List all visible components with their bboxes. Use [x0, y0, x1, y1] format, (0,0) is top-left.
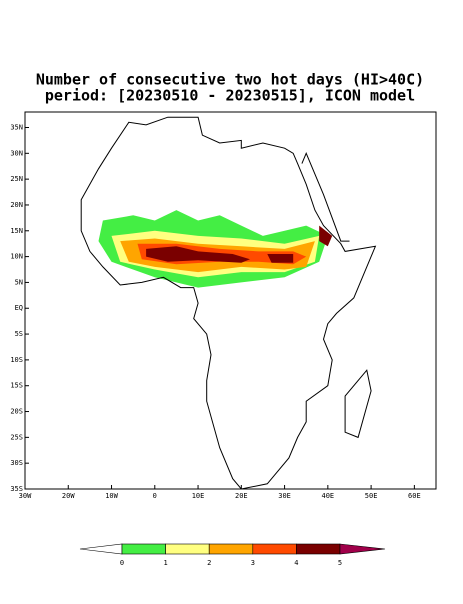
colorbar-box: [208, 543, 254, 555]
y-tick-label: 35N: [10, 123, 23, 131]
y-tick-label: 15S: [10, 382, 23, 390]
map-area: 35N 30N 25N 20N 15N 10N 5N EQ 5S 10S 15S 20S 25S 30S 3…: [10, 111, 437, 500]
hot-day-area: [146, 246, 250, 263]
y-tick-label: EQ: [15, 304, 23, 312]
colorbar-box: [165, 543, 210, 555]
title-line-1: Number of consecutive two hot days (HI>4…: [36, 71, 424, 89]
colorbar-high: [339, 543, 386, 555]
y-tick-label: 30S: [10, 459, 23, 467]
title-line-2: period: [20230510 - 20230515], ICON mode…: [45, 87, 415, 105]
colorbar-box: [121, 543, 166, 555]
x-tick-label: 40E: [322, 492, 335, 500]
y-tick-label: 25N: [10, 175, 23, 183]
y-tick-label: 5N: [15, 278, 23, 286]
x-tick-label: 10W: [105, 492, 118, 500]
y-tick-label: 35S: [10, 485, 23, 493]
arabia-coast: [301, 152, 350, 242]
x-tick-label: 0: [153, 492, 157, 500]
colorbar-label: 4: [294, 559, 298, 567]
colorbar-box: [296, 543, 341, 555]
y-tick-label: 15N: [10, 227, 23, 235]
coastline: [80, 116, 377, 490]
y-tick-label: 5S: [15, 330, 23, 338]
x-tick-label: 60E: [408, 492, 421, 500]
y-tick-label: 20N: [10, 201, 23, 209]
colorbar-low: [79, 543, 123, 555]
x-tick-label: 20W: [62, 492, 75, 500]
hot-day-area: [319, 225, 333, 247]
y-tick-label: 10N: [10, 253, 23, 261]
x-tick-label: 30E: [278, 492, 291, 500]
colorbar-label: 2: [207, 559, 211, 567]
madagascar: [344, 369, 372, 439]
colorbar-label: 5: [338, 559, 342, 567]
colorbar-box: [252, 543, 297, 555]
y-tick-label: 20S: [10, 408, 23, 416]
map-frame: [24, 111, 437, 490]
colorbar: 0 1 2 3 4 5: [79, 543, 386, 567]
y-tick-label: 25S: [10, 433, 23, 441]
colorbar-label: 3: [251, 559, 255, 567]
x-tick-label: 10E: [192, 492, 205, 500]
colorbar-label: 0: [120, 559, 124, 567]
x-tick-label: 50E: [365, 492, 378, 500]
x-tick-label: 30W: [19, 492, 32, 500]
x-tick-label: 20E: [235, 492, 248, 500]
y-tick-label: 30N: [10, 149, 23, 157]
y-tick-label: 10S: [10, 356, 23, 364]
colorbar-label: 1: [163, 559, 167, 567]
hot-day-area: [267, 254, 294, 263]
